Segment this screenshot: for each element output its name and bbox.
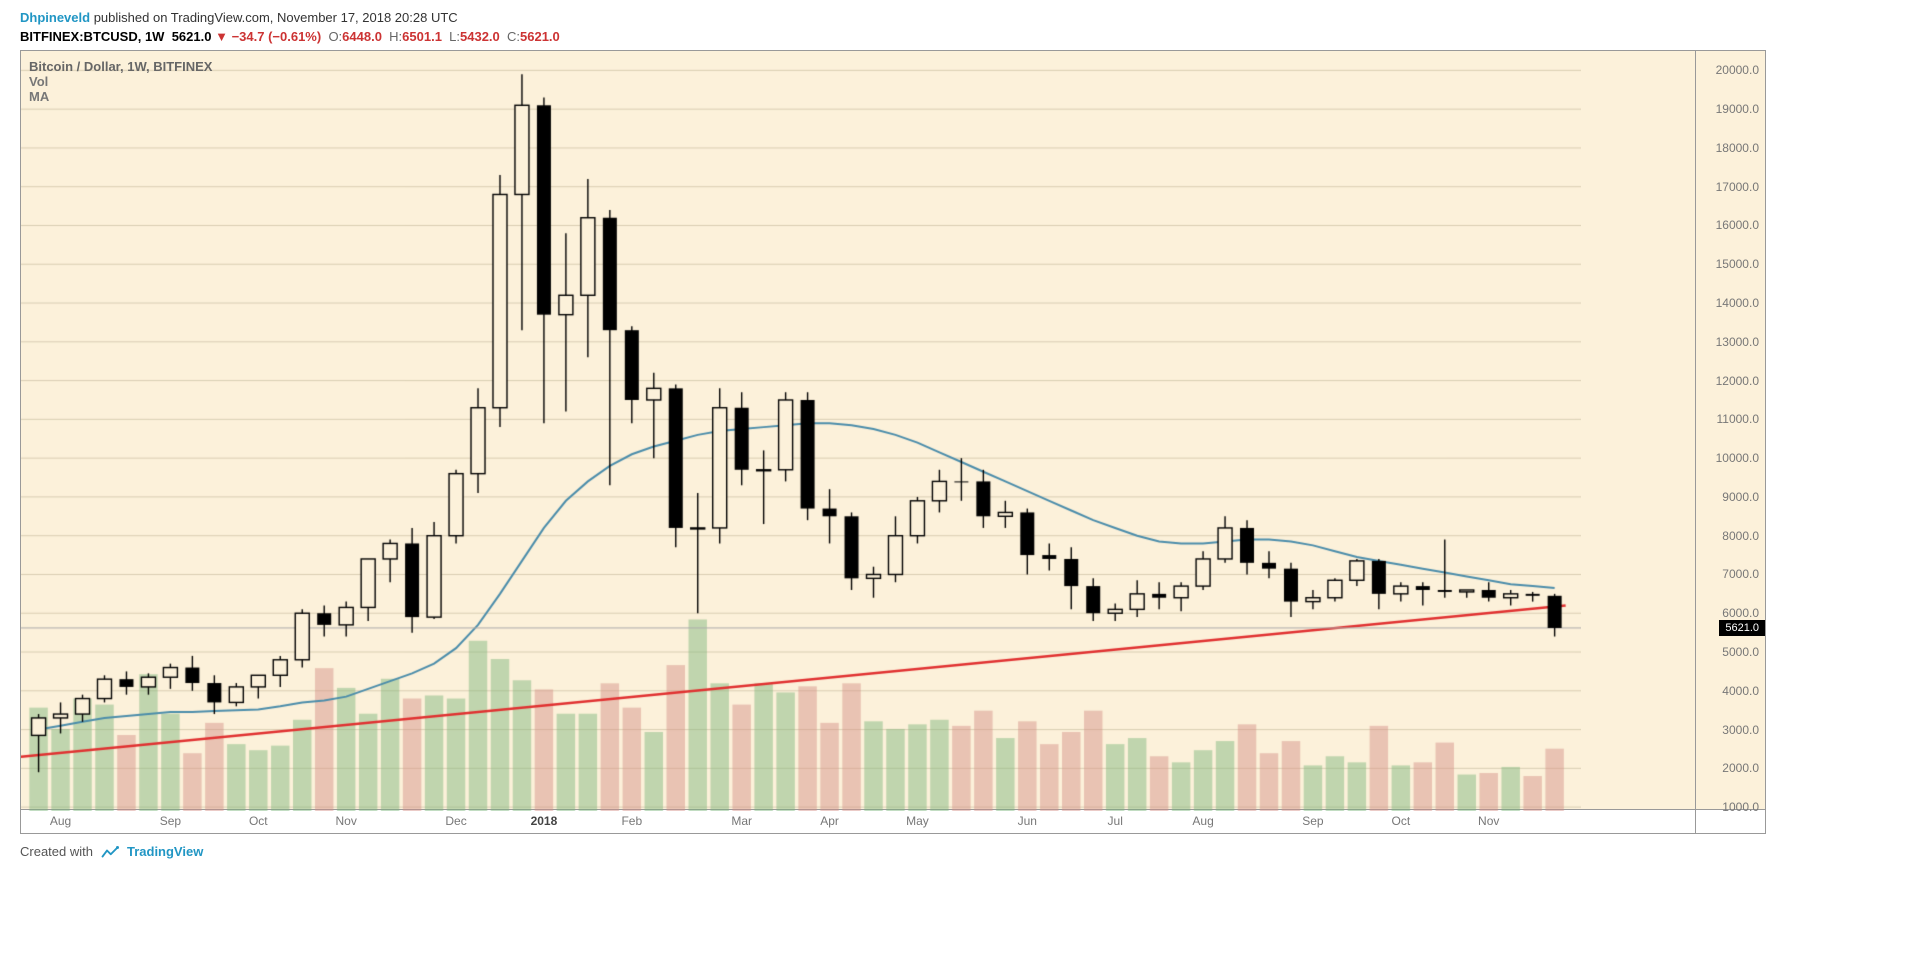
- y-tick: 11000.0: [1717, 412, 1760, 426]
- low-label: L:: [449, 29, 460, 44]
- x-tick: Mar: [731, 814, 752, 828]
- x-tick: Nov: [336, 814, 357, 828]
- low-value: 5432.0: [460, 29, 500, 44]
- chart-legend: Bitcoin / Dollar, 1W, BITFINEX Vol MA: [29, 59, 212, 104]
- x-tick: 2018: [531, 814, 558, 828]
- x-tick: Nov: [1478, 814, 1499, 828]
- direction-arrow-icon: ▼: [215, 29, 228, 44]
- y-axis: 1000.02000.03000.04000.05000.06000.07000…: [1695, 51, 1765, 809]
- x-tick: Jul: [1108, 814, 1123, 828]
- publish-text: published on TradingView.com, November 1…: [90, 10, 458, 25]
- x-tick: Oct: [1391, 814, 1410, 828]
- tradingview-icon: [101, 846, 119, 858]
- y-tick: 4000.0: [1722, 684, 1759, 698]
- publisher-name: Dhpineveld: [20, 10, 90, 25]
- x-tick: Jun: [1018, 814, 1037, 828]
- legend-vol: Vol: [29, 74, 212, 89]
- chart-plot[interactable]: Bitcoin / Dollar, 1W, BITFINEX Vol MA: [21, 51, 1695, 809]
- legend-ma: MA: [29, 89, 212, 104]
- x-tick: Apr: [820, 814, 839, 828]
- y-tick: 1000.0: [1722, 800, 1759, 814]
- y-tick: 19000.0: [1716, 102, 1759, 116]
- last-price: 5621.0: [172, 29, 212, 44]
- footer: Created with TradingView: [20, 844, 1766, 859]
- chart-canvas: [21, 51, 1581, 811]
- x-tick: Feb: [621, 814, 642, 828]
- ohlc-bar: BITFINEX:BTCUSD, 1W 5621.0 ▼ −34.7 (−0.6…: [20, 29, 1766, 44]
- y-tick: 7000.0: [1722, 567, 1759, 581]
- y-tick: 12000.0: [1716, 374, 1759, 388]
- y-tick: 20000.0: [1716, 63, 1759, 77]
- y-tick: 14000.0: [1716, 296, 1759, 310]
- y-tick: 9000.0: [1722, 490, 1759, 504]
- footer-text: Created with: [20, 844, 93, 859]
- y-tick: 10000.0: [1716, 451, 1759, 465]
- publish-line: Dhpineveld published on TradingView.com,…: [20, 10, 1766, 25]
- y-tick: 2000.0: [1722, 761, 1759, 775]
- y-tick: 15000.0: [1716, 257, 1759, 271]
- x-tick: Aug: [1192, 814, 1213, 828]
- open-value: 6448.0: [342, 29, 382, 44]
- high-label: H:: [389, 29, 402, 44]
- high-value: 6501.1: [402, 29, 442, 44]
- x-tick: Sep: [1302, 814, 1323, 828]
- symbol-label: BITFINEX:BTCUSD, 1W: [20, 29, 164, 44]
- legend-title: Bitcoin / Dollar, 1W, BITFINEX: [29, 59, 212, 74]
- close-value: 5621.0: [520, 29, 560, 44]
- y-tick: 16000.0: [1716, 218, 1759, 232]
- x-tick: Aug: [50, 814, 71, 828]
- x-tick: Oct: [249, 814, 268, 828]
- chart-container[interactable]: Bitcoin / Dollar, 1W, BITFINEX Vol MA 10…: [20, 50, 1766, 810]
- x-tick: May: [906, 814, 929, 828]
- y-tick: 8000.0: [1722, 529, 1759, 543]
- footer-brand: TradingView: [127, 844, 203, 859]
- x-tick: Dec: [445, 814, 466, 828]
- x-tick: Sep: [160, 814, 181, 828]
- y-tick: 13000.0: [1716, 335, 1759, 349]
- change-value: −34.7 (−0.61%): [232, 29, 322, 44]
- y-tick: 5000.0: [1722, 645, 1759, 659]
- x-axis: Aug Sep Oct Nov Dec 2018 Feb Mar Apr May Jun Jul Aug…: [21, 810, 1695, 833]
- price-tag: 5621.0: [1719, 620, 1765, 636]
- y-tick: 6000.0: [1722, 606, 1759, 620]
- y-tick: 17000.0: [1716, 180, 1759, 194]
- open-label: O:: [328, 29, 342, 44]
- close-label: C:: [507, 29, 520, 44]
- y-tick: 18000.0: [1716, 141, 1759, 155]
- y-tick: 3000.0: [1722, 723, 1759, 737]
